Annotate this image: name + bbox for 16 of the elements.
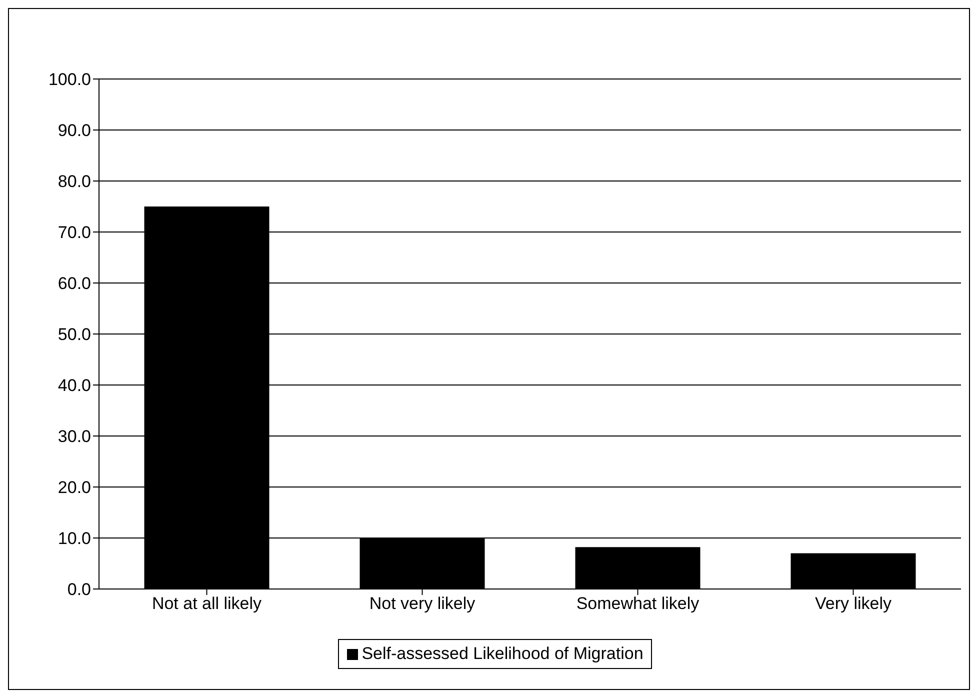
- legend-label: Self-assessed Likelihood of Migration: [360, 644, 644, 664]
- y-tick-label: 30.0: [58, 427, 91, 446]
- y-tick-label: 70.0: [58, 223, 91, 242]
- y-tick-label: 40.0: [58, 376, 91, 396]
- x-tick-label: Not very likely: [369, 594, 476, 614]
- y-tick-label: 100.0: [48, 70, 91, 90]
- y-tick-label: 80.0: [58, 172, 91, 192]
- x-tick-label: Somewhat likely: [576, 594, 700, 614]
- x-tick-label: Very likely: [814, 594, 892, 614]
- y-tick-label: 90.0: [58, 121, 91, 140]
- y-tick-label: 60.0: [58, 274, 91, 294]
- y-tick-label: 50.0: [58, 325, 91, 344]
- y-tick-label: 20.0: [58, 478, 91, 498]
- y-tick-label: 0.0: [67, 580, 91, 600]
- y-tick-label: 10.0: [58, 529, 91, 548]
- x-tick-label: Not at all likely: [152, 594, 262, 614]
